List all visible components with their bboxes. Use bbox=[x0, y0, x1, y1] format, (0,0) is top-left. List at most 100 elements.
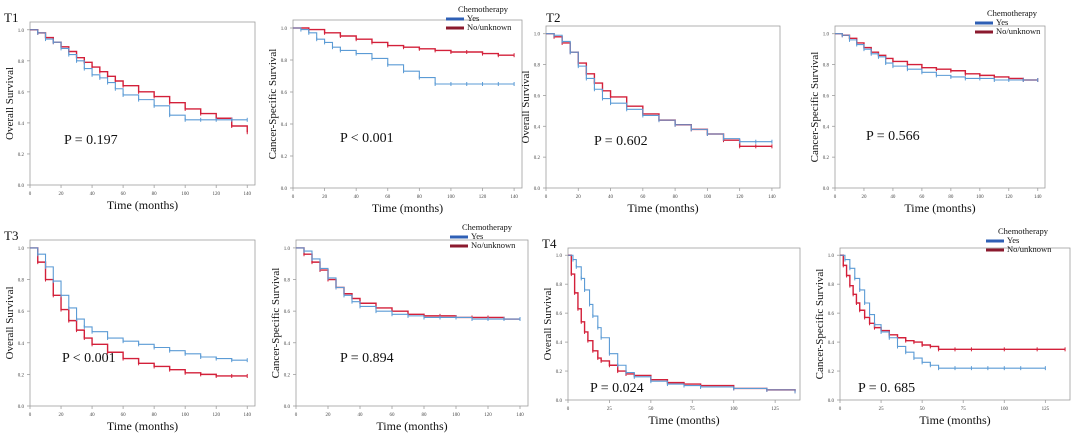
x-tick-label: 0 bbox=[29, 192, 32, 197]
y-tick-label: 0.0 bbox=[823, 187, 830, 192]
y-axis-label: Cancer-Specific Survival bbox=[270, 268, 282, 379]
series-chemotherapy-yes bbox=[293, 27, 515, 86]
survival-step-line bbox=[568, 254, 796, 392]
x-tick-label: 120 bbox=[212, 413, 220, 418]
x-tick-label: 0 bbox=[839, 407, 842, 412]
y-tick-label: 0.2 bbox=[284, 373, 291, 378]
survival-step-line bbox=[840, 254, 1066, 351]
y-tick-label: 0.2 bbox=[823, 156, 830, 161]
x-axis-label: Time (months) bbox=[648, 413, 719, 427]
plot-frame bbox=[295, 239, 529, 407]
series-chemotherapy-no-unknown bbox=[568, 254, 796, 394]
y-tick-label: 0.4 bbox=[556, 341, 563, 346]
y-tick-label: 0.6 bbox=[18, 310, 25, 315]
x-tick-label: 40 bbox=[90, 192, 96, 197]
y-tick-label: 0.4 bbox=[823, 125, 830, 130]
y-tick-label: 0.0 bbox=[18, 184, 25, 189]
y-tick-label: 0.8 bbox=[534, 64, 541, 69]
x-tick-label: 40 bbox=[358, 413, 364, 418]
y-tick-label: 0.6 bbox=[823, 94, 830, 99]
y-tick-label: 0.4 bbox=[18, 122, 25, 127]
panel-6: 0.0 0.2 0.4 0.6 0.8 1.0 0 20 40 60 80 100 120 140 Time… bbox=[270, 222, 529, 433]
legend-label-no: No/unknown bbox=[1007, 244, 1052, 254]
series-chemotherapy-yes bbox=[296, 247, 521, 322]
y-tick-label: 0.0 bbox=[18, 405, 25, 410]
survival-step-line bbox=[293, 27, 515, 56]
y-tick-label: 0.8 bbox=[828, 283, 835, 288]
series-chemotherapy-yes bbox=[30, 247, 248, 363]
x-tick-label: 60 bbox=[919, 195, 925, 200]
y-tick-label: 0.8 bbox=[281, 59, 288, 64]
x-tick-label: 20 bbox=[59, 192, 65, 197]
plot-frame bbox=[292, 19, 523, 189]
y-tick-label: 0.0 bbox=[534, 187, 541, 192]
x-tick-label: 80 bbox=[422, 413, 428, 418]
y-axis-label: Overall Survival bbox=[520, 70, 532, 143]
x-axis-label: Time (months) bbox=[107, 198, 178, 212]
legend-title: Chemotherapy bbox=[998, 226, 1049, 236]
panel-5: 0.0 0.2 0.4 0.6 0.8 1.0 0 20 40 60 80 100 120 140 Time… bbox=[4, 228, 256, 433]
p-value-annotation: P = 0.894 bbox=[340, 351, 394, 366]
x-tick-label: 120 bbox=[479, 195, 487, 200]
series-chemotherapy-yes bbox=[546, 33, 773, 144]
x-tick-label: 100 bbox=[452, 413, 460, 418]
x-tick-label: 80 bbox=[417, 195, 423, 200]
x-tick-label: 140 bbox=[510, 195, 518, 200]
x-tick-label: 60 bbox=[121, 413, 127, 418]
x-tick-label: 20 bbox=[59, 413, 65, 418]
panel-2: 0.0 0.2 0.4 0.6 0.8 1.0 0 20 40 60 80 100 120 140 Time… bbox=[267, 4, 523, 215]
x-axis-label: Time (months) bbox=[376, 419, 447, 433]
y-tick-label: 0.8 bbox=[18, 60, 25, 65]
x-tick-label: 100 bbox=[181, 413, 189, 418]
x-tick-label: 120 bbox=[212, 192, 220, 197]
panel-4: 0.0 0.2 0.4 0.6 0.8 1.0 0 20 40 60 80 100 120 140 Time… bbox=[809, 8, 1046, 215]
plot-frame bbox=[29, 239, 256, 407]
y-tick-label: 1.0 bbox=[534, 33, 541, 38]
y-tick-label: 0.4 bbox=[281, 123, 288, 128]
y-tick-label: 0.2 bbox=[281, 155, 288, 160]
x-tick-label: 20 bbox=[576, 195, 582, 200]
x-tick-label: 60 bbox=[385, 195, 391, 200]
x-axis-label: Time (months) bbox=[919, 413, 990, 427]
p-value-annotation: P = 0.197 bbox=[64, 133, 118, 148]
x-tick-label: 75 bbox=[690, 407, 696, 412]
legend-label-no: No/unknown bbox=[467, 22, 512, 32]
x-tick-label: 60 bbox=[390, 413, 396, 418]
y-tick-label: 0.6 bbox=[556, 312, 563, 317]
x-tick-label: 20 bbox=[861, 195, 867, 200]
x-tick-label: 140 bbox=[243, 413, 251, 418]
legend-title: Chemotherapy bbox=[458, 4, 509, 14]
y-tick-label: 0.2 bbox=[18, 373, 25, 378]
y-tick-label: 0.0 bbox=[556, 399, 563, 404]
survival-step-line bbox=[30, 29, 248, 121]
y-tick-label: 0.6 bbox=[18, 91, 25, 96]
plot-frame bbox=[545, 25, 781, 189]
p-value-annotation: P = 0. 685 bbox=[858, 381, 915, 396]
x-tick-label: 0 bbox=[834, 195, 837, 200]
y-tick-label: 0.8 bbox=[284, 279, 291, 284]
panel-label: T4 bbox=[542, 236, 557, 251]
y-tick-label: 0.0 bbox=[284, 405, 291, 410]
x-tick-label: 125 bbox=[1042, 407, 1050, 412]
x-tick-label: 20 bbox=[322, 195, 328, 200]
x-tick-label: 0 bbox=[545, 195, 548, 200]
legend-label-yes: Yes bbox=[467, 13, 479, 23]
x-axis-label: Time (months) bbox=[372, 201, 443, 215]
plot-frame bbox=[567, 247, 801, 401]
x-tick-label: 100 bbox=[1001, 407, 1009, 412]
y-tick-label: 0.0 bbox=[281, 187, 288, 192]
plot-frame bbox=[834, 25, 1046, 189]
p-value-annotation: P = 0.566 bbox=[866, 129, 920, 144]
legend-label-yes: Yes bbox=[471, 231, 483, 241]
x-tick-label: 140 bbox=[516, 413, 524, 418]
y-axis-label: Cancer-Specific Survival bbox=[814, 269, 826, 380]
y-tick-label: 1.0 bbox=[18, 247, 25, 252]
x-tick-label: 40 bbox=[608, 195, 614, 200]
y-axis-label: Overall Survival bbox=[542, 287, 554, 360]
survival-step-line bbox=[30, 247, 248, 361]
panel-label: T2 bbox=[546, 10, 560, 25]
p-value-annotation: P = 0.602 bbox=[594, 134, 648, 149]
